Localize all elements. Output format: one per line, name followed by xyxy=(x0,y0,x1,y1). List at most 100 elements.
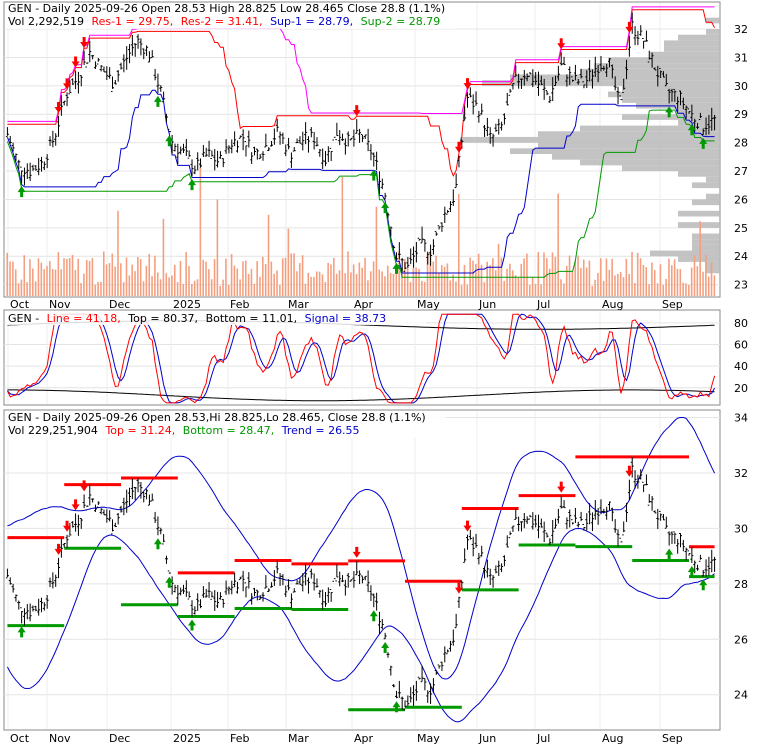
y-tick-labels: 23 24 25 26 27 28 29 30 31 32 20 40 60 80 24 26 28 30 32 34 xyxy=(734,23,748,702)
profile-bar xyxy=(678,171,720,177)
trend-y-tick: 24 xyxy=(734,689,748,702)
volume-bar xyxy=(503,280,506,296)
volume-bar xyxy=(298,263,301,296)
volume-bar xyxy=(202,259,204,296)
volume-bar xyxy=(49,261,51,296)
volume-bar xyxy=(321,274,324,296)
x-label-top: Jul xyxy=(536,298,550,311)
volume-bar xyxy=(210,279,213,296)
buy-arrow xyxy=(699,579,708,591)
x-label-bottom: Oct xyxy=(10,732,30,745)
volume-bar xyxy=(531,277,534,296)
stoch-grid xyxy=(4,311,720,404)
volume-bar xyxy=(179,260,182,296)
volume-bar xyxy=(253,283,256,296)
volume-bar xyxy=(591,285,594,296)
volume-bar xyxy=(193,280,196,296)
stoch-line-label: Line = 41.18, xyxy=(47,312,121,325)
volume-bar xyxy=(483,282,486,296)
volume-bar xyxy=(696,266,699,296)
volume-bar xyxy=(548,268,551,296)
volume-bar xyxy=(219,285,222,296)
volume-bar xyxy=(372,261,375,296)
volume-bar xyxy=(619,272,622,296)
volume-bar xyxy=(699,221,701,296)
volume-bar xyxy=(412,267,415,296)
volume-bar xyxy=(31,268,34,296)
volume-bar xyxy=(162,218,165,296)
volume-bar xyxy=(707,276,710,296)
volume-bar xyxy=(582,259,585,296)
price-y-tick: 29 xyxy=(734,108,748,121)
volume-bar xyxy=(537,251,540,296)
volume-bar xyxy=(14,269,17,296)
volume-bar xyxy=(568,255,571,296)
x-label-top: 2025 xyxy=(173,298,201,311)
buy-arrow xyxy=(188,619,197,631)
trend-bottom-label: Bottom = 28.47, xyxy=(183,424,275,437)
stoch-top-label: Top = 80.37, xyxy=(127,312,198,325)
profile-bar xyxy=(580,68,720,75)
buy-arrow xyxy=(699,137,708,149)
profile-bar xyxy=(538,142,720,149)
volume-bar xyxy=(137,256,139,296)
volume-bar xyxy=(648,284,650,296)
volume-bar xyxy=(378,269,381,296)
svg-text:Vol 2,292,519 Res-1 = 29.7: Vol 2,292,519 Res-1 = 29.75, Res-2 = 31.… xyxy=(8,15,440,28)
volume-bar xyxy=(196,279,199,296)
signal-arrows-top xyxy=(17,21,708,274)
sell-arrow xyxy=(63,78,72,90)
volume-bar xyxy=(270,261,273,296)
volume-bar xyxy=(120,263,122,296)
volume-bar xyxy=(83,273,85,296)
volume-bar xyxy=(574,260,577,296)
volume-bar xyxy=(367,280,369,296)
x-label-top: Jun xyxy=(478,298,496,311)
volume-bar xyxy=(122,282,125,296)
trend-upper-band xyxy=(7,417,716,680)
volume-bar xyxy=(17,283,20,296)
volume-bar xyxy=(384,276,386,296)
volume-bar xyxy=(279,284,281,296)
stoch-signal-line xyxy=(7,313,716,404)
volume-bar xyxy=(315,271,318,296)
x-label-top: Mar xyxy=(288,298,309,311)
volume-bar xyxy=(105,264,108,296)
price-y-tick: 26 xyxy=(734,193,748,206)
x-label-bottom: Aug xyxy=(602,732,623,745)
volume-bar xyxy=(281,258,284,296)
profile-bar xyxy=(678,108,720,115)
profile-bar xyxy=(678,222,720,228)
volume-bar xyxy=(355,273,358,296)
volume-bar xyxy=(443,266,446,296)
sell-arrow xyxy=(54,543,63,555)
volume-bar xyxy=(625,258,628,296)
volume-bar xyxy=(156,272,159,296)
trend-trend-label: Trend = 26.55 xyxy=(281,424,360,437)
volume-bar xyxy=(12,261,14,296)
price-bars-bottom xyxy=(5,456,717,710)
volume-bar xyxy=(100,281,102,296)
volume-bar xyxy=(585,267,588,296)
volume-bar xyxy=(653,270,656,296)
buy-arrow xyxy=(17,186,26,198)
volume-bar xyxy=(560,279,562,296)
volume-bar xyxy=(20,279,23,296)
volume-bar xyxy=(463,264,466,296)
volume-bar xyxy=(273,273,275,296)
res1-line xyxy=(7,9,716,178)
volume-bar xyxy=(37,258,40,296)
volume-bar xyxy=(139,259,142,296)
volume-bar xyxy=(213,259,216,296)
profile-bar xyxy=(706,261,720,268)
volume-bar xyxy=(486,261,488,296)
volume-bar xyxy=(46,265,48,296)
volume-bar xyxy=(645,267,648,296)
sell-arrow xyxy=(352,546,361,558)
volume-bar xyxy=(165,273,168,296)
volume-bar xyxy=(659,264,662,296)
buy-arrow xyxy=(687,565,696,577)
volume-bar xyxy=(188,266,190,296)
volume-bar xyxy=(710,262,713,296)
buy-arrow xyxy=(665,106,674,118)
